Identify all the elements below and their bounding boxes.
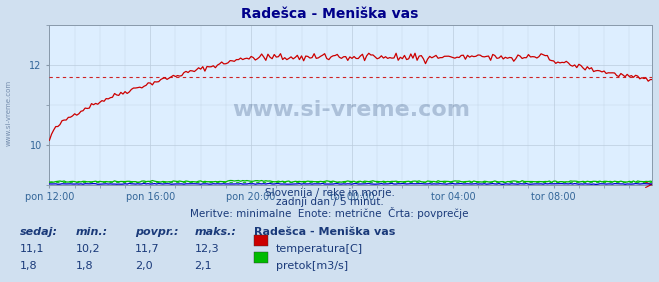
Text: povpr.:: povpr.:: [135, 227, 179, 237]
Text: 2,0: 2,0: [135, 261, 153, 271]
Text: 11,7: 11,7: [135, 244, 159, 254]
Text: sedaj:: sedaj:: [20, 227, 58, 237]
Text: 11,1: 11,1: [20, 244, 44, 254]
Text: min.:: min.:: [76, 227, 108, 237]
Text: 2,1: 2,1: [194, 261, 212, 271]
Text: pretok[m3/s]: pretok[m3/s]: [276, 261, 348, 271]
Text: Radešca - Meniška vas: Radešca - Meniška vas: [254, 227, 395, 237]
Text: zadnji dan / 5 minut.: zadnji dan / 5 minut.: [275, 197, 384, 207]
Text: temperatura[C]: temperatura[C]: [276, 244, 363, 254]
Text: maks.:: maks.:: [194, 227, 237, 237]
Text: Slovenija / reke in morje.: Slovenija / reke in morje.: [264, 188, 395, 197]
Text: www.si-vreme.com: www.si-vreme.com: [5, 80, 11, 146]
Text: 12,3: 12,3: [194, 244, 219, 254]
Text: Meritve: minimalne  Enote: metrične  Črta: povprečje: Meritve: minimalne Enote: metrične Črta:…: [190, 207, 469, 219]
Text: 1,8: 1,8: [20, 261, 38, 271]
Text: 1,8: 1,8: [76, 261, 94, 271]
Text: Radešca - Meniška vas: Radešca - Meniška vas: [241, 7, 418, 21]
Text: 10,2: 10,2: [76, 244, 100, 254]
Text: www.si-vreme.com: www.si-vreme.com: [232, 100, 470, 120]
